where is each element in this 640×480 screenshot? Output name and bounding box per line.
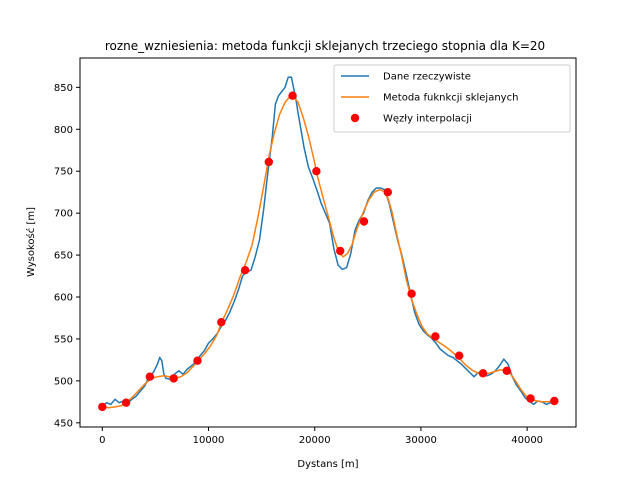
- x-tick-label: 10000: [193, 435, 225, 446]
- interpolation-node-point: [526, 394, 535, 403]
- interpolation-node-point: [145, 372, 155, 381]
- plot-area: [98, 76, 559, 412]
- x-axis-label: Dystans [m]: [297, 459, 358, 470]
- legend-entry-label: Metoda fuknkcji sklejanych: [383, 93, 518, 104]
- y-tick-label: 450: [54, 418, 73, 429]
- interpolation-node-point: [312, 167, 321, 176]
- interpolation-node-point: [217, 318, 226, 327]
- y-tick-label: 700: [54, 209, 73, 220]
- y-tick-label: 600: [54, 293, 73, 304]
- x-axis: 0 10000 20000 30000 40000: [99, 427, 543, 446]
- x-tick-label: 0: [99, 435, 105, 446]
- legend-entry-label: Dane rzeczywiste: [383, 72, 471, 83]
- interpolation-node-point: [193, 356, 202, 365]
- interpolation-node-point: [478, 369, 488, 378]
- legend: Dane rzeczywiste Metoda fuknkcji sklejany…: [333, 64, 571, 133]
- chart-title: rozne_wzniesienia: metoda funkcji skleja…: [105, 39, 545, 53]
- interpolation-node-point: [407, 289, 416, 298]
- interpolation-node-point: [550, 396, 559, 406]
- y-tick-label: 650: [54, 251, 73, 262]
- y-tick-label: 550: [54, 334, 73, 345]
- interpolation-node-point: [502, 366, 511, 375]
- y-tick-label: 500: [54, 376, 73, 387]
- interpolation-node-point: [455, 351, 464, 360]
- y-axis: 450 500 550 600 650 700 750 800 850: [54, 83, 80, 429]
- legend-swatch-marker: [350, 113, 360, 123]
- y-tick-label: 800: [54, 125, 73, 136]
- x-tick-label: 20000: [299, 435, 331, 446]
- legend-entry-label: Węzły interpolacji: [383, 114, 472, 125]
- interpolation-node-point: [169, 374, 178, 383]
- interpolation-node-point: [121, 398, 131, 407]
- x-tick-label: 40000: [511, 435, 543, 446]
- interpolation-node-point: [359, 217, 369, 226]
- interpolation-node-point: [240, 266, 250, 275]
- legend-box: [333, 64, 571, 133]
- interpolation-node-point: [383, 188, 392, 197]
- interpolation-node-point: [288, 91, 297, 100]
- y-tick-label: 850: [54, 83, 73, 94]
- interpolation-node-point: [264, 157, 273, 167]
- axes-frame: [79, 57, 577, 428]
- x-tick-label: 30000: [405, 435, 437, 446]
- y-axis-label: Wysokość [m]: [25, 207, 37, 277]
- interpolation-node-point: [336, 246, 345, 256]
- y-tick-label: 750: [54, 167, 73, 178]
- interpolation-node-point: [98, 402, 107, 412]
- interpolation-node-point: [431, 332, 440, 341]
